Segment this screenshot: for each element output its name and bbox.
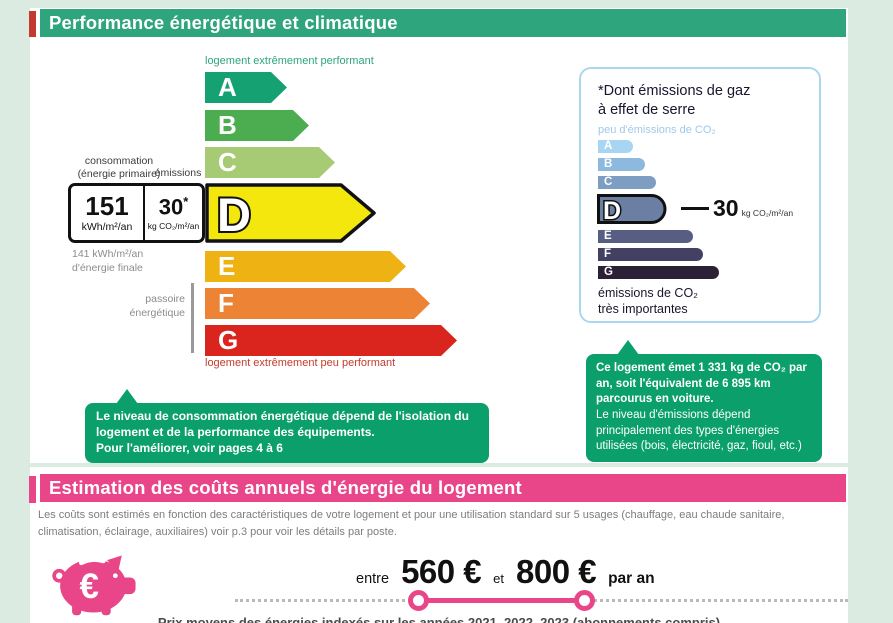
ges-class-d-letter: D — [603, 197, 621, 225]
energy-class-b-arrow: B — [205, 110, 309, 141]
consumption-label-line1: consommation — [84, 155, 154, 167]
ges-class-a-bar: A — [598, 140, 633, 153]
emissions-value: 30 — [158, 194, 184, 220]
ges-panel-title: *Dont émissions de gaz à effet de serre — [598, 83, 751, 118]
ges-value-group: 30 kg CO₂/m²/an — [713, 197, 793, 220]
cost-min-amount: 560 € — [401, 553, 482, 590]
annual-cost-row: entre 560 € et 800 € par an — [356, 553, 655, 591]
energy-class-e-letter: E — [218, 251, 236, 281]
emissions-unit: kg CO₂/m²/an — [147, 221, 200, 232]
cost-entre-label: entre — [356, 571, 390, 587]
consumption-value: 151 — [85, 191, 129, 221]
costs-section-title: Estimation des coûts annuels d'énergie d… — [40, 474, 846, 502]
ges-class-c-letter: C — [604, 176, 613, 188]
energy-class-d-letter: D — [217, 188, 251, 241]
final-energy-note: 141 kWh/m²/an d'énergie finale — [72, 248, 144, 274]
ges-callout-text: Le niveau d'émissions dépend principalem… — [596, 408, 802, 453]
scale-bottom-label: logement extrêmement peu performant — [205, 357, 396, 369]
ges-class-a-letter: A — [604, 140, 613, 152]
energy-class-f-arrow: F — [205, 288, 430, 319]
cost-range-handle-max — [574, 590, 595, 611]
ges-callout-pointer — [617, 340, 639, 355]
ges-class-d-bar-shape — [597, 194, 667, 224]
energy-section-title: Performance énergétique et climatique — [40, 9, 846, 37]
cost-range-handle-min — [408, 590, 429, 611]
ges-value-connector-line — [681, 207, 709, 210]
cost-per-label: par an — [608, 570, 655, 587]
energy-class-d-arrow: D — [205, 183, 376, 243]
ges-class-f-bar: F — [598, 248, 703, 261]
ges-class-b-bar: B — [598, 158, 645, 171]
passoire-label: passoire énergétique — [129, 293, 185, 319]
energy-class-a-letter: A — [218, 72, 237, 102]
current-values-box: 151 kWh/m²/an 30* kg CO₂/m²/an — [68, 183, 205, 243]
ges-class-e-letter: E — [604, 230, 612, 242]
energy-class-c-arrow: C — [205, 147, 335, 178]
energy-class-f-letter: F — [218, 288, 234, 318]
piggy-bank-icon: € — [52, 555, 136, 616]
ges-callout-bold-text: Ce logement émet 1 331 kg de CO₂ par an,… — [596, 362, 807, 406]
consumption-unit: kWh/m²/an — [81, 221, 133, 233]
emissions-value-group: 30* kg CO₂/m²/an — [145, 186, 202, 240]
cost-range-bar — [419, 598, 586, 603]
consumption-label: consommation (énergie primaire) — [58, 155, 180, 180]
ges-class-d-bar: D — [597, 194, 667, 225]
scale-top-label: logement extrêmement performant — [205, 55, 374, 67]
ges-high-label: émissions de CO₂ très importantes — [598, 286, 699, 317]
page-tab-costs — [29, 476, 36, 503]
ges-value: 30 — [713, 195, 739, 221]
ges-class-b-letter: B — [604, 158, 613, 170]
energy-callout-pointer — [116, 389, 138, 404]
ges-class-e-bar: E — [598, 230, 693, 243]
cost-max-amount: 800 € — [516, 553, 597, 590]
ges-callout: Ce logement émet 1 331 kg de CO₂ par an,… — [586, 354, 822, 462]
consumption-label-line2: (énergie primaire) — [77, 167, 161, 180]
ges-class-g-letter: G — [604, 266, 613, 278]
energy-class-d-arrow-shape — [205, 183, 376, 243]
energy-class-g-letter: G — [218, 325, 239, 355]
cost-et-label: et — [493, 571, 504, 586]
ges-class-g-bar: G — [598, 266, 719, 279]
emissions-label: émissions — [154, 167, 202, 179]
energy-class-a-arrow: A — [205, 72, 287, 103]
euro-symbol: € — [79, 567, 98, 606]
energy-class-c-letter: C — [218, 147, 237, 177]
page-tab-energy — [29, 11, 36, 37]
cost-footnote: Prix moyens des énergies indexés sur les… — [157, 615, 721, 623]
ges-class-c-bar: C — [598, 176, 656, 189]
energy-class-e-arrow: E — [205, 251, 406, 282]
emissions-star: * — [183, 193, 189, 209]
ges-value-unit: kg CO₂/m²/an — [741, 208, 794, 218]
ges-low-label: peu d'émissions de CO₂ — [598, 124, 716, 136]
costs-description: Les coûts sont estimés en fonction des c… — [38, 509, 785, 539]
ges-class-f-letter: F — [604, 248, 612, 260]
energy-class-g-arrow: G — [205, 325, 457, 356]
consumption-value-group: 151 kWh/m²/an — [71, 186, 145, 240]
passoire-bracket-line — [191, 283, 194, 353]
energy-callout: Le niveau de consommation énergétique dé… — [85, 403, 489, 463]
energy-class-b-letter: B — [218, 110, 237, 140]
